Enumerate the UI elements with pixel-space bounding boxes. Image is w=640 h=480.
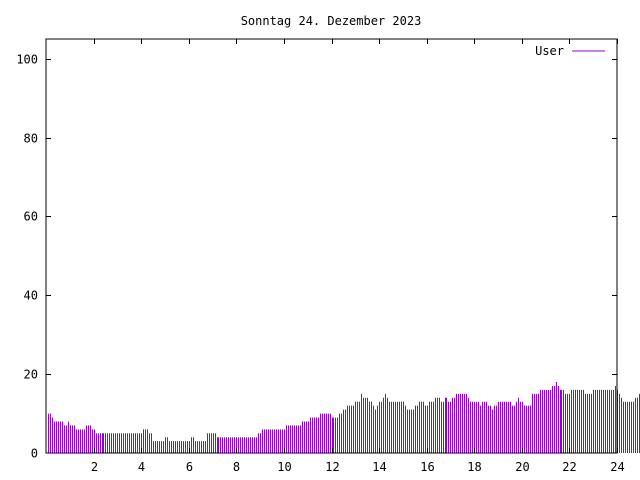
x-tick-label: 2 xyxy=(91,460,98,474)
x-tick-label: 24 xyxy=(610,460,624,474)
x-tick-label: 22 xyxy=(562,460,576,474)
legend: User xyxy=(535,44,605,58)
x-tick-label: 20 xyxy=(515,460,529,474)
x-tick-label: 14 xyxy=(372,460,386,474)
x-tick-label: 18 xyxy=(467,460,481,474)
x-tick-label: 8 xyxy=(233,460,240,474)
x-tick-label: 10 xyxy=(277,460,291,474)
y-tick-label: 20 xyxy=(24,368,38,382)
plot-frame xyxy=(45,38,618,454)
y-tick-label: 40 xyxy=(24,289,38,303)
y-tick-label: 0 xyxy=(31,447,38,461)
legend-label: User xyxy=(535,44,564,58)
x-tick-label: 6 xyxy=(186,460,193,474)
y-tick-label: 80 xyxy=(24,132,38,146)
y-tick-label: 100 xyxy=(16,53,38,67)
x-tick-label: 4 xyxy=(138,460,145,474)
chart-title: Sonntag 24. Dezember 2023 xyxy=(241,14,422,28)
x-tick-label: 16 xyxy=(420,460,434,474)
x-tick-label: 12 xyxy=(325,460,339,474)
bars xyxy=(48,382,640,453)
y-tick-label: 60 xyxy=(24,210,38,224)
